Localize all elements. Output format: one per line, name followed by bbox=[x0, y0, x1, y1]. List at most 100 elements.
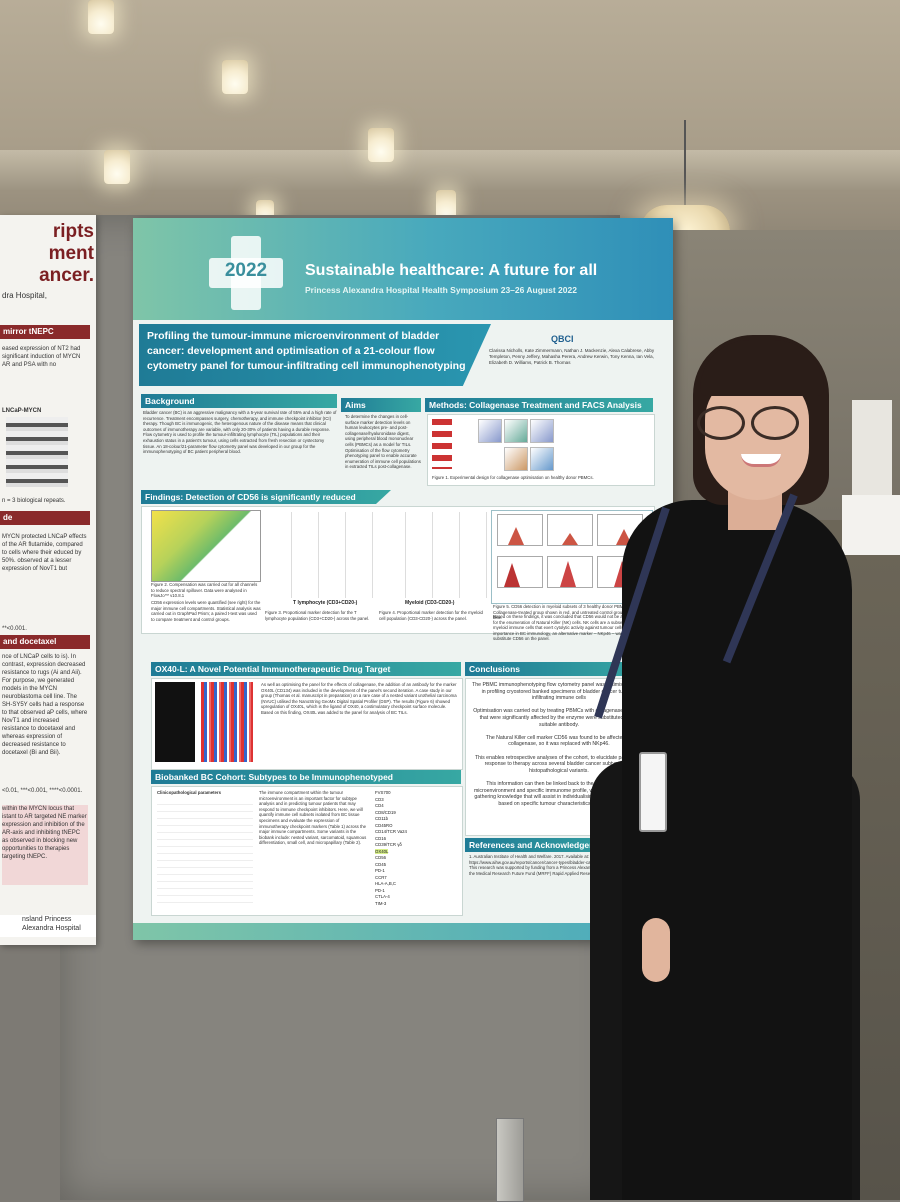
cd56-histogram bbox=[497, 514, 543, 546]
left-poster-title: ripts ment ancer. bbox=[39, 221, 94, 286]
clinical-table-title: Clinicopathological parameters bbox=[157, 790, 221, 795]
marker-table: FVS700 CD3 CD4 CD8/CD19 CD11b CD45RO CD14/TCR … bbox=[373, 790, 457, 910]
section-cohort-head: Biobanked BC Cohort: Subtypes to be Immu… bbox=[151, 770, 461, 784]
left-poster-footer-right: Princess Alexandra Hospital bbox=[22, 916, 81, 932]
marker-table-row: CD14/TCR Va24 bbox=[375, 829, 407, 834]
glasses-lens bbox=[697, 406, 745, 440]
flow-plot-thumbnail bbox=[504, 419, 528, 443]
left-poster-caption: n = 3 biological repeats. bbox=[2, 498, 66, 504]
findings-text: Based on these findings, it was conclude… bbox=[493, 614, 650, 642]
glasses-lens bbox=[751, 406, 799, 440]
section-conclusions-head: Conclusions bbox=[465, 662, 653, 676]
left-poster: ripts ment ancer. dra Hospital, mirror t… bbox=[0, 215, 96, 945]
section-background-head: Background bbox=[141, 394, 337, 408]
spatial-profiling-image bbox=[155, 682, 195, 762]
name-badge bbox=[639, 752, 667, 832]
t-lymphocyte-label: T lymphocyte (CD3+CD20-) bbox=[293, 600, 358, 606]
western-blot-image bbox=[6, 417, 68, 487]
cd56-histogram bbox=[497, 556, 543, 588]
marker-table-row: PD-1 bbox=[375, 887, 385, 893]
section-findings-head: Findings: Detection of CD56 is significa… bbox=[141, 490, 391, 504]
cohort-text: The immune compartment within the tumour… bbox=[259, 790, 367, 846]
marker-table-row: CD45 bbox=[375, 861, 386, 867]
person-body bbox=[622, 500, 852, 1200]
wall-plate bbox=[496, 1118, 524, 1202]
marker-table-row: FVS700 bbox=[375, 790, 391, 795]
ox40-text: As well as optimising the panel for the … bbox=[261, 682, 457, 715]
marker-table-row: CD39/TCR γδ bbox=[375, 842, 402, 847]
ceiling-light bbox=[222, 60, 248, 94]
cd56-histogram bbox=[547, 514, 593, 546]
left-poster-footer: nsland Princess Alexandra Hospital bbox=[0, 915, 96, 937]
logo-year: 2022 bbox=[224, 260, 268, 281]
aims-text: To determine the changes in cell-surface… bbox=[345, 414, 421, 470]
fig2-caption: Figure 2. Compensation was carried out f… bbox=[151, 582, 258, 599]
t-lymphocyte-bar-grid bbox=[265, 512, 373, 598]
marker-table-row: OX40L bbox=[375, 848, 389, 854]
glasses bbox=[693, 406, 809, 444]
flow-plot-thumbnail bbox=[530, 447, 554, 471]
marker-table-row: HLA-A,B,C bbox=[375, 881, 397, 886]
myeloid-bar-grid bbox=[379, 512, 487, 598]
left-poster-section-head: de bbox=[0, 511, 90, 525]
marker-table-row: CD16 bbox=[375, 835, 386, 841]
flow-plot-thumbnail bbox=[504, 447, 528, 471]
left-poster-stats: <0.01, ***<0.001, ****<0.0001. bbox=[2, 788, 83, 794]
symposium-banner: 2022 Sustainable healthcare: A future fo… bbox=[133, 218, 673, 320]
marker-table-row: CD56 bbox=[375, 855, 386, 860]
health-cross-logo bbox=[209, 236, 283, 310]
qbci-logo: QBCI bbox=[551, 334, 574, 344]
section-aims-head: Aims bbox=[341, 398, 421, 412]
ceiling-light bbox=[104, 150, 130, 184]
methods-caption: Figure 1. Experimental design for collag… bbox=[432, 475, 594, 480]
person-bangs bbox=[700, 340, 824, 396]
methods-figure: Figure 1. Experimental design for collag… bbox=[427, 414, 655, 486]
myeloid-label: Myeloid (CD3-CD20-) bbox=[405, 600, 455, 606]
section-methods-head: Methods: Collagenase Treatment and FACS … bbox=[425, 398, 653, 412]
left-poster-text: within the MYCN locus that istant to AR … bbox=[2, 805, 88, 885]
poster-title-bar: Profiling the tumour-immune microenviron… bbox=[139, 324, 491, 386]
pendant-cord bbox=[684, 120, 686, 210]
ceiling-light bbox=[368, 128, 394, 162]
marker-table-row: CD4 bbox=[375, 803, 384, 808]
marker-table-row: CD3 bbox=[375, 796, 384, 802]
left-poster-stats: **<0.001. bbox=[2, 626, 27, 632]
background-text: Bladder cancer (BC) is an aggressive mal… bbox=[143, 410, 337, 455]
fig2-note: CD56 expression levels were quantified (… bbox=[151, 600, 261, 622]
flow-plot-thumbnail bbox=[478, 419, 502, 443]
poster-footer-band bbox=[133, 923, 673, 940]
background-table bbox=[842, 495, 900, 555]
left-poster-footer-left: nsland bbox=[22, 916, 43, 923]
left-poster-text: nce of LNCaP cells to is). In contrast, … bbox=[2, 654, 88, 756]
left-poster-text: MYCN protected LNCaP effects of the AR f… bbox=[2, 534, 87, 572]
left-poster-section-head: and docetaxel bbox=[0, 635, 90, 649]
banner-title: Sustainable healthcare: A future for all bbox=[305, 262, 598, 279]
marker-table-row: PD-1 bbox=[375, 868, 385, 873]
compensation-matrix-plot bbox=[151, 510, 261, 582]
left-poster-subtitle: dra Hospital, bbox=[2, 291, 47, 300]
gene-expression-heatmap bbox=[201, 682, 253, 762]
poster-title: Profiling the tumour-immune microenviron… bbox=[147, 330, 466, 372]
references-text: 1. Australian Institute of Health and We… bbox=[469, 854, 653, 876]
fig5-caption: Figure 5. CD56 detection in myeloid subs… bbox=[493, 604, 643, 621]
conclusions-text: The PBMC immunophenotyping flow cytometr… bbox=[472, 682, 646, 807]
left-poster-text: eased expression of NT2 had significant … bbox=[2, 346, 81, 368]
left-poster-blot-label: LNCaP-MYCN bbox=[2, 408, 42, 414]
smile bbox=[741, 454, 781, 467]
cd56-histogram bbox=[547, 556, 593, 588]
ceiling-beam bbox=[0, 150, 900, 190]
marker-table-row: CD8/CD19 bbox=[375, 809, 396, 815]
fig3-caption: Figure 3. Proportional marker detection … bbox=[265, 610, 370, 621]
fig4-caption: Figure 4. Proportional marker detection … bbox=[379, 610, 483, 621]
person-hand bbox=[642, 918, 670, 982]
banner-subtitle: Princess Alexandra Hospital Health Sympo… bbox=[305, 285, 577, 295]
poster-authors: Clarissa Nicholls, Kate Zimmermann, Nath… bbox=[489, 348, 655, 365]
main-poster: 2022 Sustainable healthcare: A future fo… bbox=[133, 218, 673, 940]
marker-table-row: CCR7 bbox=[375, 874, 387, 880]
flow-plot-thumbnail bbox=[530, 419, 554, 443]
marker-table-row: CD45RO bbox=[375, 822, 393, 828]
marker-table-row: CD11b bbox=[375, 816, 389, 821]
background-banner bbox=[852, 400, 892, 500]
marker-table-row: TIM-3 bbox=[375, 900, 387, 906]
section-ox40-head: OX40-L: A Novel Potential Immunotherapeu… bbox=[151, 662, 461, 676]
